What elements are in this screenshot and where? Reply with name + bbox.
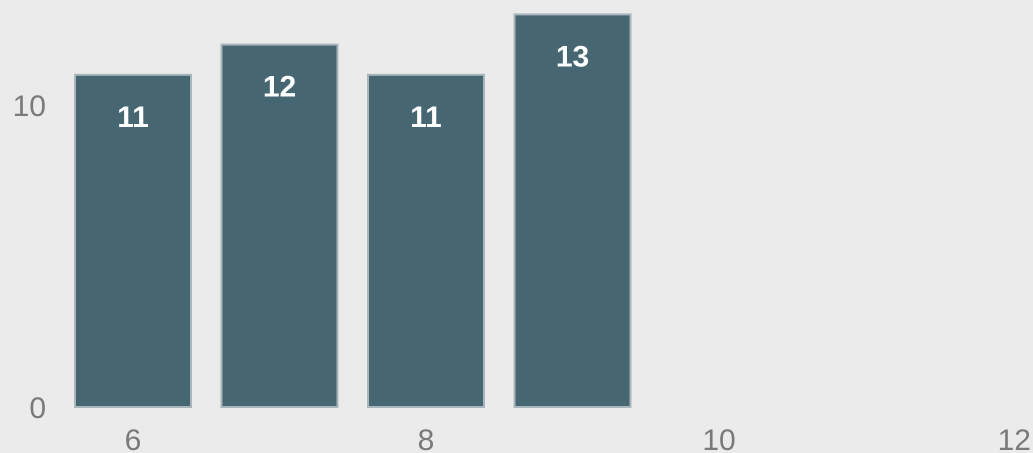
y-axis: 0 10 xyxy=(13,90,46,425)
bars-layer xyxy=(74,13,632,409)
y-tick-label: 0 xyxy=(29,392,46,425)
bar-7 xyxy=(220,43,339,408)
x-tick-label: 6 xyxy=(125,424,142,453)
bar-6 xyxy=(74,73,192,409)
bar-9 xyxy=(513,13,632,409)
x-axis: 6 8 10 12 xyxy=(125,424,1031,453)
data-labels-layer: 11 12 11 13 xyxy=(117,40,589,133)
x-tick-label: 10 xyxy=(702,424,735,453)
bar-value-label: 11 xyxy=(410,101,442,134)
y-tick-label: 10 xyxy=(13,90,46,123)
bar-8 xyxy=(367,73,485,409)
bar-value-label: 13 xyxy=(556,40,589,73)
bar-value-label: 12 xyxy=(263,71,296,104)
x-tick-label: 8 xyxy=(418,424,435,453)
bar-value-label: 11 xyxy=(117,101,149,134)
x-tick-label: 12 xyxy=(998,424,1031,453)
